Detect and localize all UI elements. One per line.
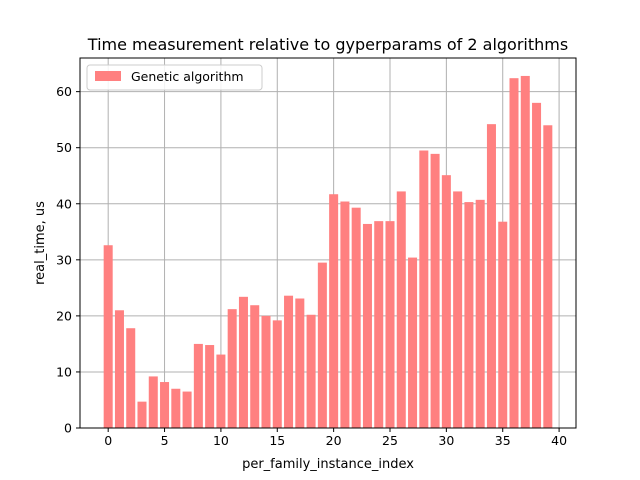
y-tick-label: 50 [56, 140, 72, 155]
x-tick-label: 40 [551, 433, 567, 448]
bar [486, 124, 496, 428]
x-axis-ticks: 0 5 10 15 20 25 30 35 40 [104, 428, 567, 448]
bar [329, 194, 339, 428]
x-tick-label: 35 [495, 433, 511, 448]
bar [543, 125, 553, 428]
bar [272, 320, 282, 428]
bar [103, 245, 113, 428]
bar [295, 298, 305, 428]
bar [509, 78, 519, 428]
y-tick-label: 40 [56, 196, 72, 211]
x-axis-label: per_family_instance_index [242, 457, 414, 472]
bar [317, 262, 327, 428]
bar [227, 309, 237, 428]
legend: Genetic algorithm [86, 64, 263, 91]
bar [193, 343, 203, 428]
bar [182, 391, 192, 428]
bar [216, 354, 226, 428]
legend-swatch [95, 71, 121, 81]
x-tick-label: 30 [438, 433, 454, 448]
y-tick-label: 30 [56, 252, 72, 267]
bar [351, 207, 361, 428]
y-tick-label: 0 [64, 421, 72, 436]
bar [408, 257, 418, 428]
bar [160, 382, 170, 428]
x-tick-label: 10 [213, 433, 229, 448]
x-tick-label: 15 [269, 433, 285, 448]
bar [419, 150, 429, 428]
bar [441, 175, 451, 428]
x-tick-label: 5 [161, 433, 169, 448]
y-tick-label: 60 [56, 84, 72, 99]
bar [520, 75, 530, 428]
bar [205, 345, 215, 428]
chart-title: Time measurement relative to gyperparams… [87, 35, 568, 54]
bar [306, 314, 316, 428]
bar [284, 295, 294, 428]
legend-label: Genetic algorithm [131, 69, 244, 84]
y-axis-label: real_time, us [33, 201, 48, 285]
bar [148, 376, 158, 428]
bar [464, 202, 474, 428]
bar [126, 328, 136, 428]
bar [238, 296, 248, 428]
bar [261, 315, 271, 428]
bar [396, 191, 406, 428]
plot-frame [79, 57, 577, 429]
bar [385, 221, 395, 428]
x-tick-label: 25 [382, 433, 398, 448]
y-axis-ticks: 0 10 20 30 40 50 60 [56, 84, 80, 436]
bar [453, 191, 463, 428]
bar [362, 223, 372, 428]
bar [340, 201, 350, 428]
bar [171, 388, 181, 428]
x-tick-label: 20 [326, 433, 342, 448]
bar [114, 310, 124, 428]
bar [532, 102, 542, 429]
y-tick-label: 20 [56, 308, 72, 323]
x-tick-label: 0 [104, 433, 112, 448]
bar [498, 221, 508, 428]
bar [250, 305, 260, 428]
bar [137, 401, 147, 428]
bar [374, 221, 384, 428]
bar [475, 199, 485, 428]
bars [103, 75, 553, 429]
bar [430, 153, 440, 428]
legend-box [86, 64, 263, 91]
y-tick-label: 10 [56, 364, 72, 379]
